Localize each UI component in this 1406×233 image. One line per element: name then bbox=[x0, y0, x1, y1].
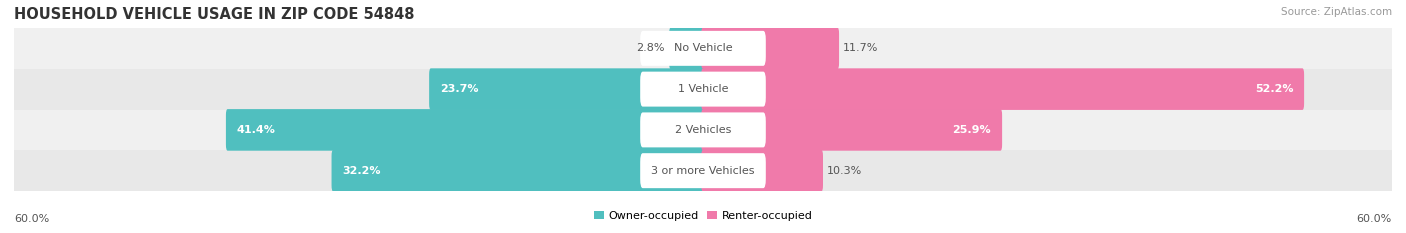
FancyBboxPatch shape bbox=[702, 150, 823, 192]
FancyBboxPatch shape bbox=[640, 112, 766, 147]
Text: No Vehicle: No Vehicle bbox=[673, 43, 733, 53]
FancyBboxPatch shape bbox=[640, 153, 766, 188]
FancyBboxPatch shape bbox=[702, 68, 1305, 110]
Text: 3 or more Vehicles: 3 or more Vehicles bbox=[651, 166, 755, 176]
Bar bbox=[14, 28, 1392, 69]
FancyBboxPatch shape bbox=[669, 27, 704, 69]
Text: 10.3%: 10.3% bbox=[827, 166, 862, 176]
Text: 2 Vehicles: 2 Vehicles bbox=[675, 125, 731, 135]
FancyBboxPatch shape bbox=[226, 109, 704, 151]
Text: 60.0%: 60.0% bbox=[1357, 214, 1392, 224]
Text: 60.0%: 60.0% bbox=[14, 214, 49, 224]
Text: 25.9%: 25.9% bbox=[953, 125, 991, 135]
FancyBboxPatch shape bbox=[640, 72, 766, 107]
Text: 32.2%: 32.2% bbox=[343, 166, 381, 176]
Text: 1 Vehicle: 1 Vehicle bbox=[678, 84, 728, 94]
Text: 11.7%: 11.7% bbox=[844, 43, 879, 53]
FancyBboxPatch shape bbox=[702, 27, 839, 69]
FancyBboxPatch shape bbox=[702, 109, 1002, 151]
Bar bbox=[14, 69, 1392, 110]
Legend: Owner-occupied, Renter-occupied: Owner-occupied, Renter-occupied bbox=[589, 206, 817, 225]
Text: HOUSEHOLD VEHICLE USAGE IN ZIP CODE 54848: HOUSEHOLD VEHICLE USAGE IN ZIP CODE 5484… bbox=[14, 7, 415, 22]
Bar bbox=[14, 110, 1392, 150]
Text: 2.8%: 2.8% bbox=[637, 43, 665, 53]
FancyBboxPatch shape bbox=[429, 68, 704, 110]
Text: Source: ZipAtlas.com: Source: ZipAtlas.com bbox=[1281, 7, 1392, 17]
Text: 41.4%: 41.4% bbox=[236, 125, 276, 135]
FancyBboxPatch shape bbox=[640, 31, 766, 66]
Text: 23.7%: 23.7% bbox=[440, 84, 478, 94]
FancyBboxPatch shape bbox=[332, 150, 704, 192]
Text: 52.2%: 52.2% bbox=[1254, 84, 1294, 94]
Bar bbox=[14, 150, 1392, 191]
